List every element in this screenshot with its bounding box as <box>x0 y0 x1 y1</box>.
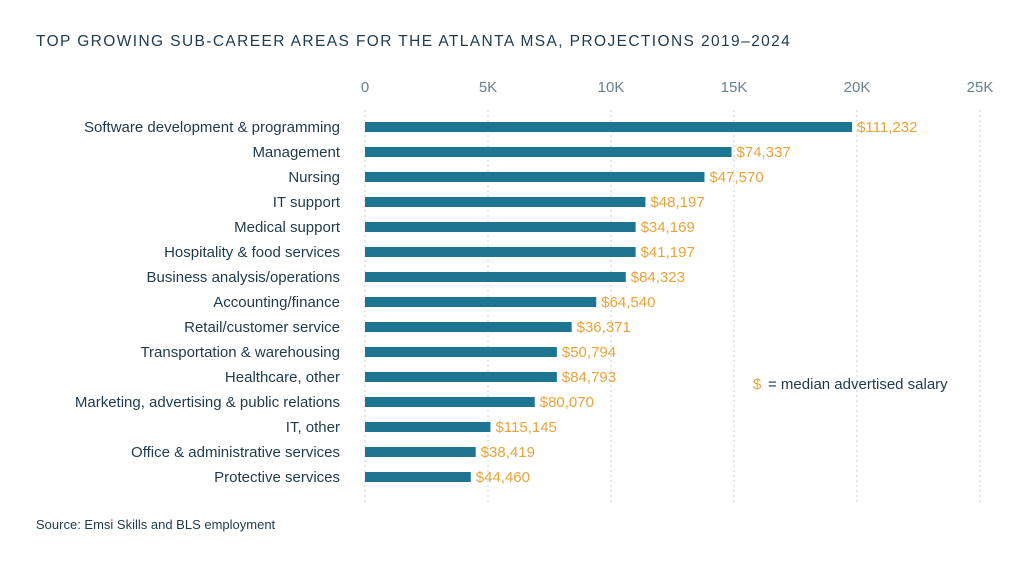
salary-label: $50,794 <box>562 344 616 361</box>
source-note: Source: Emsi Skills and BLS employment <box>36 517 276 532</box>
bar <box>365 347 557 357</box>
x-tick-label: 25K <box>967 79 994 96</box>
bar <box>365 222 636 232</box>
category-label: Marketing, advertising & public relation… <box>75 394 340 411</box>
bar <box>365 322 572 332</box>
bar <box>365 297 597 307</box>
category-label: Medical support <box>234 219 341 236</box>
salary-label: $64,540 <box>601 294 655 311</box>
bar <box>365 147 732 157</box>
bar <box>365 272 626 282</box>
salary-label: $84,323 <box>631 269 685 286</box>
bar <box>365 172 705 182</box>
salary-label: $84,793 <box>562 369 616 386</box>
category-label: Accounting/finance <box>213 294 340 311</box>
labels-layer: Software development & programming $111,2… <box>75 119 918 486</box>
bar <box>365 447 476 457</box>
salary-label: $38,419 <box>481 444 535 461</box>
bar <box>365 422 491 432</box>
salary-label: $80,070 <box>540 394 594 411</box>
x-tick-label: 10K <box>598 79 625 96</box>
salary-label: $74,337 <box>737 144 791 161</box>
x-tick-label: 20K <box>844 79 871 96</box>
category-label: Hospitality & food services <box>164 244 340 261</box>
salary-label: $115,145 <box>495 419 556 436</box>
grid-layer <box>364 110 981 505</box>
x-tick-label: 5K <box>479 79 497 96</box>
legend: $ = median advertised salary <box>753 376 948 393</box>
bar <box>365 472 471 482</box>
category-label: IT, other <box>286 419 340 436</box>
legend-dollar-symbol: $ <box>753 376 762 393</box>
salary-label: $48,197 <box>650 194 704 211</box>
x-tick-label: 15K <box>721 79 748 96</box>
category-label: IT support <box>273 194 341 211</box>
category-label: Transportation & warehousing <box>140 344 340 361</box>
x-axis-ticks: 0 5K 10K 15K 20K 25K <box>361 79 994 96</box>
bar <box>365 247 636 257</box>
category-label: Healthcare, other <box>225 369 340 386</box>
category-label: Business analysis/operations <box>147 269 340 286</box>
salary-label: $41,197 <box>641 244 695 261</box>
salary-label: $34,169 <box>641 219 695 236</box>
salary-label: $44,460 <box>476 469 530 486</box>
salary-label: $47,570 <box>709 169 763 186</box>
bar <box>365 197 646 207</box>
category-label: Protective services <box>214 469 340 486</box>
x-tick-label: 0 <box>361 79 369 96</box>
category-label: Nursing <box>288 169 340 186</box>
salary-label: $111,232 <box>857 119 917 136</box>
bar <box>365 372 557 382</box>
category-label: Office & administrative services <box>131 444 340 461</box>
bar <box>365 397 535 407</box>
bar <box>365 122 853 132</box>
category-label: Retail/customer service <box>184 319 340 336</box>
chart-title: TOP GROWING SUB-CAREER AREAS FOR THE ATL… <box>36 33 792 50</box>
category-label: Software development & programming <box>84 119 340 136</box>
bars-layer <box>365 122 853 482</box>
salary-label: $36,371 <box>577 319 631 336</box>
category-label: Management <box>252 144 340 161</box>
legend-text: = median advertised salary <box>768 376 948 393</box>
